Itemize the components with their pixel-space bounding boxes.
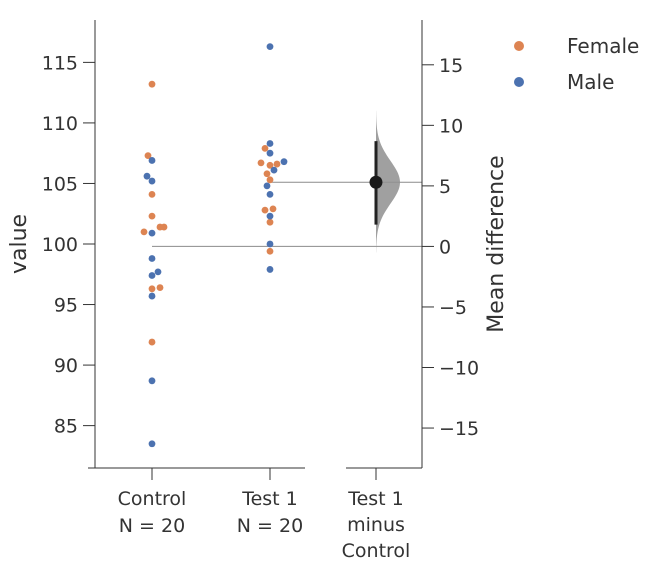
left-tick-label: 115 (42, 52, 78, 74)
data-point-female (148, 190, 156, 198)
data-point-male (143, 172, 151, 180)
legend-label-male: Male (567, 70, 614, 94)
x-tick-label: N = 20 (119, 515, 185, 537)
legend: Female Male (514, 34, 639, 94)
right-tick-label: 10 (439, 115, 463, 137)
right-y-axis-label: Mean difference (484, 155, 509, 332)
data-point-female (140, 228, 148, 236)
data-point-male (266, 190, 274, 198)
data-point-male (266, 43, 274, 51)
right-tick-label: −5 (439, 297, 467, 319)
data-point-female (266, 176, 274, 184)
data-point-female (148, 80, 156, 88)
data-point-female (148, 212, 156, 220)
data-point-male (266, 240, 274, 248)
legend-marker-male (514, 77, 524, 87)
data-point-female (148, 285, 156, 293)
right-tick-label: 0 (439, 236, 451, 258)
left-tick-label: 110 (42, 113, 78, 135)
x-tick-label: Test 1 (241, 488, 298, 510)
mean-difference-estimate (369, 175, 383, 189)
data-point-female (266, 161, 274, 169)
left-tick-label: 90 (54, 355, 78, 377)
y-axis-label: value (7, 214, 32, 274)
data-point-female (263, 170, 271, 178)
data-point-male (263, 182, 271, 190)
x-tick-label: Control (118, 488, 187, 510)
data-point-male (266, 149, 274, 157)
data-point-male (154, 268, 162, 276)
data-point-male (266, 212, 274, 220)
left-tick-label: 100 (42, 234, 78, 256)
data-point-female (257, 159, 265, 167)
contrast-tick-label: Control (342, 540, 411, 562)
data-point-male (266, 266, 274, 273)
legend-marker-female (514, 41, 524, 51)
left-tick-label: 85 (54, 416, 78, 438)
data-point-female (261, 144, 269, 152)
left-tick-label: 95 (54, 295, 78, 317)
data-point-female (261, 206, 269, 214)
data-point-female (156, 284, 164, 291)
right-tick-label: −10 (439, 358, 479, 380)
data-point-male (148, 440, 156, 448)
left-tick-label: 105 (42, 173, 78, 195)
bootstrap-distribution (376, 110, 400, 253)
swarm-points (140, 43, 288, 448)
data-point-male (148, 377, 156, 385)
contrast-panel (369, 110, 400, 253)
contrast-tick-label: minus (347, 514, 405, 536)
data-point-male (270, 166, 278, 174)
right-tick-label: 15 (439, 55, 463, 77)
data-point-female (144, 152, 152, 160)
data-point-female (269, 205, 277, 213)
right-tick-label: 5 (439, 176, 451, 198)
axes: 85 90 95 100 105 110 115 −15 −10 −5 0 5 10 15 Control N… (7, 20, 509, 562)
legend-label-female: Female (567, 34, 639, 58)
data-point-male (148, 157, 156, 164)
x-tick-label: N = 20 (237, 515, 303, 537)
data-point-female (266, 247, 274, 255)
data-point-female (273, 160, 281, 168)
data-point-male (148, 255, 156, 262)
data-point-male (148, 292, 156, 300)
data-point-male (266, 140, 274, 147)
data-point-female (160, 223, 168, 231)
data-point-male (148, 177, 156, 185)
data-point-male (148, 229, 156, 237)
right-tick-label: −15 (439, 418, 479, 440)
data-point-female (148, 338, 156, 346)
contrast-tick-label: Test 1 (347, 488, 404, 510)
data-point-male (148, 272, 156, 279)
data-point-male (280, 158, 288, 166)
data-point-female (266, 218, 274, 226)
